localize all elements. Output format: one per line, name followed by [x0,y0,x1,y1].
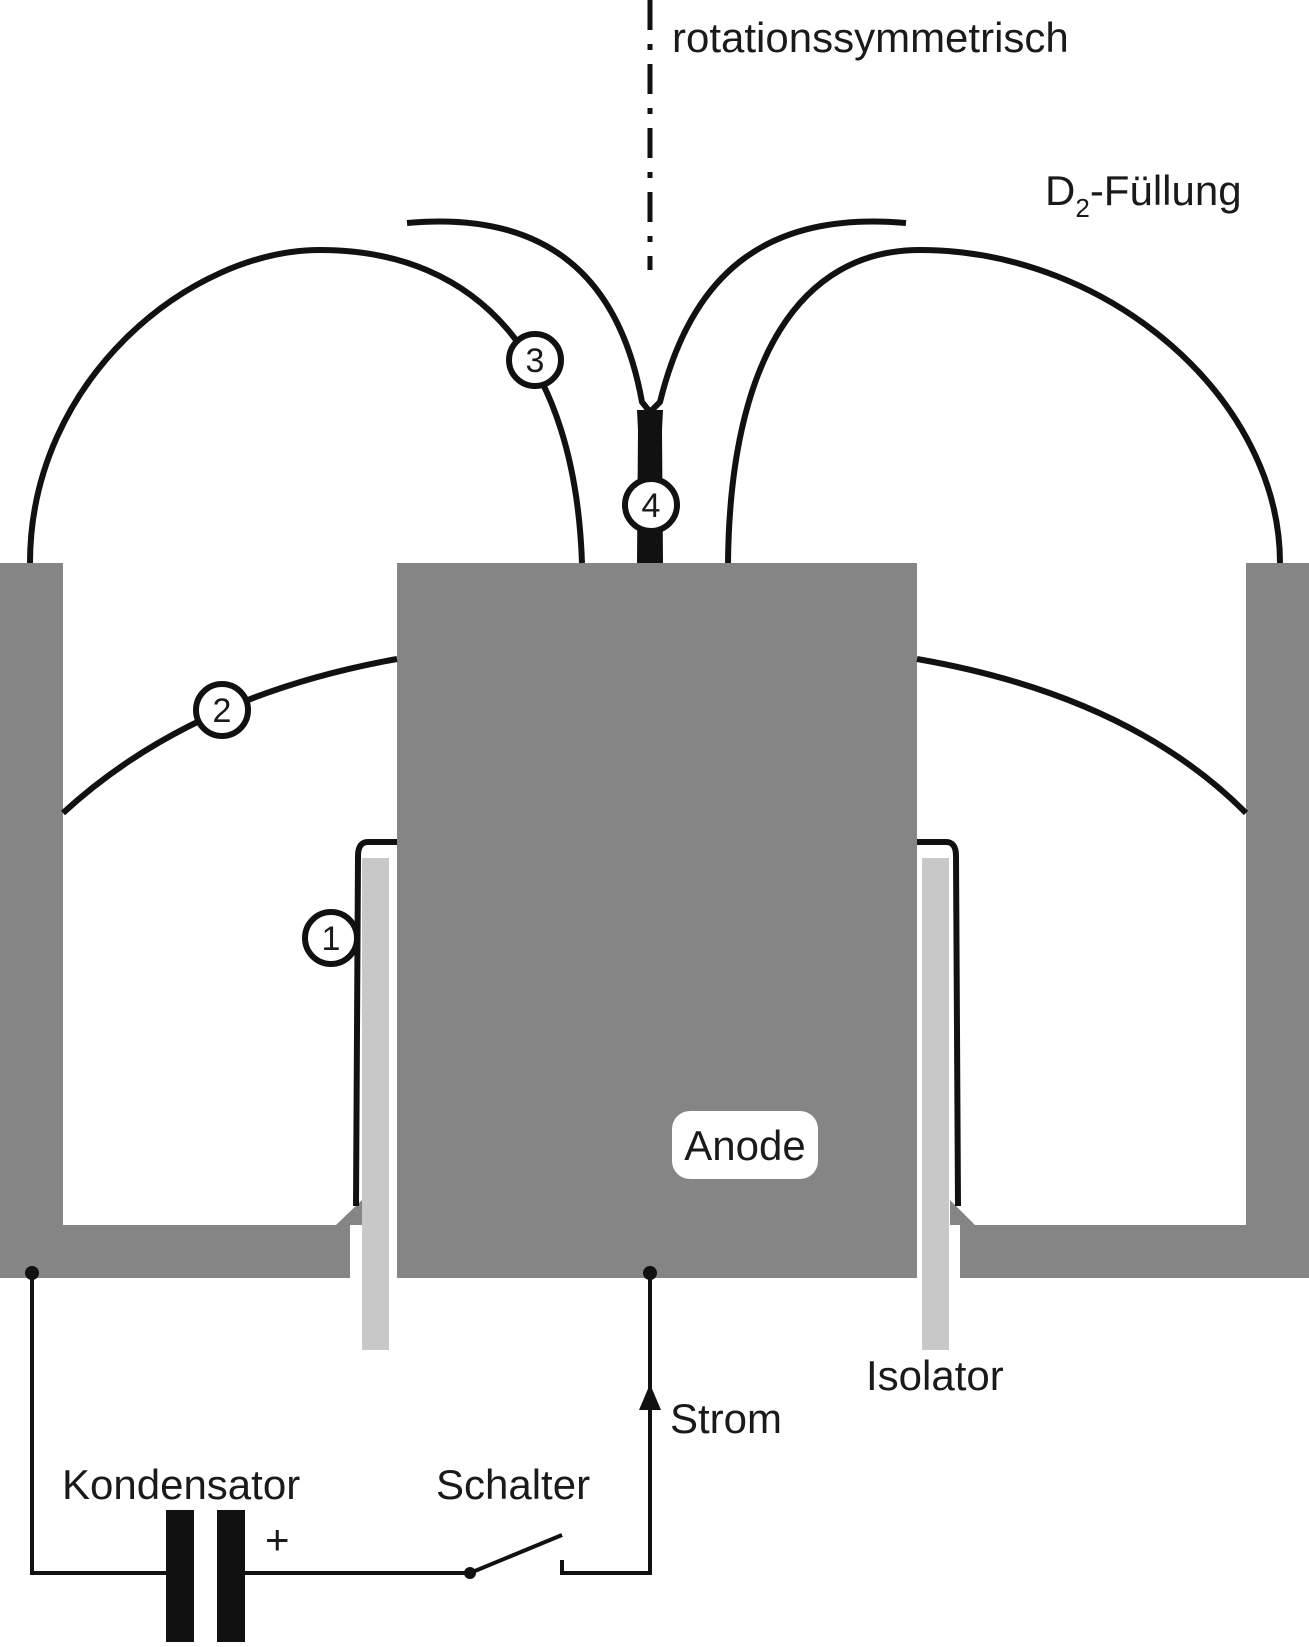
capacitor-label: Kondensator [62,1461,300,1508]
plus-sign: + [265,1516,290,1563]
anode [397,563,917,1278]
arrow-up-icon [639,1384,661,1410]
svg-text:Anode: Anode [684,1122,805,1169]
cathode-terminal [25,1266,39,1280]
svg-text:2: 2 [213,692,232,730]
insulator [362,858,949,1350]
stage-marker-1: 1 [302,909,360,967]
axis-label: rotationssymmetrisch [672,14,1069,61]
switch-icon [464,1533,563,1579]
svg-text:3: 3 [526,342,545,380]
current-sheath-stage-1 [353,839,961,1207]
circuit-wires [30,1273,652,1575]
current-label: Strom [670,1395,782,1442]
stage-marker-2: 2 [193,681,251,739]
anode-label: Anode [672,1111,818,1179]
isolator-label: Isolator [866,1352,1004,1399]
switch-label: Schalter [436,1461,590,1508]
stage-marker-3: 3 [506,331,564,389]
svg-text:4: 4 [642,487,661,525]
stage-marker-4: 4 [622,476,680,534]
anode-terminal [643,1266,657,1280]
cathode [0,563,1309,1278]
filling-label: D2-Füllung [1045,167,1242,223]
current-sheath-stage-3 [27,218,1283,564]
svg-text:1: 1 [322,920,341,958]
capacitor-icon [166,1510,245,1642]
